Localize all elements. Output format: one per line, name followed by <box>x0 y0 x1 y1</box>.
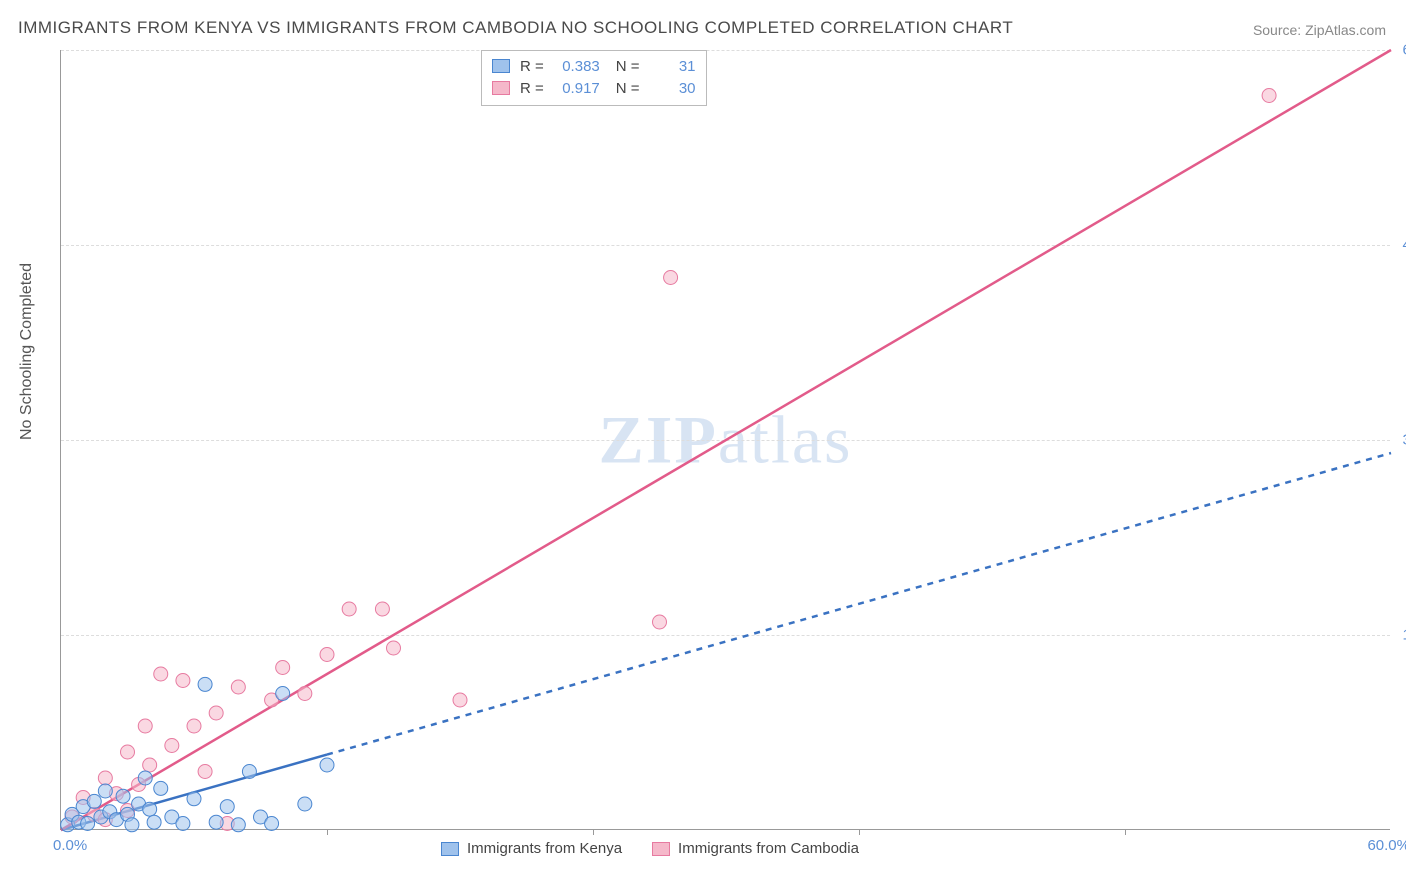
legend-row-1: R = 0.383 N = 31 <box>492 55 696 77</box>
legend-swatch-icon <box>441 842 459 856</box>
y-tick-label: 15.0% <box>1402 627 1406 644</box>
x-tick-mark <box>593 829 594 835</box>
legend-row-2: R = 0.917 N = 30 <box>492 77 696 99</box>
legend-swatch-kenya <box>492 59 510 73</box>
chart-title: IMMIGRANTS FROM KENYA VS IMMIGRANTS FROM… <box>18 18 1013 38</box>
legend-swatch-icon <box>652 842 670 856</box>
x-tick-0: 0.0% <box>53 837 87 854</box>
n-value-kenya: 31 <box>646 58 696 75</box>
legend-item-cambodia: Immigrants from Cambodia <box>652 840 859 857</box>
r-value-cambodia: 0.917 <box>550 80 600 97</box>
x-tick-mark <box>859 829 860 835</box>
r-value-kenya: 0.383 <box>550 58 600 75</box>
x-tick-mark <box>1125 829 1126 835</box>
y-tick-label: 45.0% <box>1402 237 1406 254</box>
x-tick-mark <box>327 829 328 835</box>
y-axis-label: No Schooling Completed <box>18 263 36 440</box>
legend-swatch-cambodia <box>492 81 510 95</box>
source-attribution: Source: ZipAtlas.com <box>1253 22 1386 38</box>
n-label: N = <box>616 80 640 97</box>
scatter-chart <box>61 50 1390 829</box>
x-tick-end: 60.0% <box>1367 837 1406 854</box>
series-legend: Immigrants from Kenya Immigrants from Ca… <box>441 840 859 857</box>
n-value-cambodia: 30 <box>646 80 696 97</box>
legend-label-cambodia: Immigrants from Cambodia <box>678 840 859 857</box>
n-label: N = <box>616 58 640 75</box>
legend-item-kenya: Immigrants from Kenya <box>441 840 622 857</box>
r-label: R = <box>520 58 544 75</box>
stats-legend: R = 0.383 N = 31 R = 0.917 N = 30 <box>481 50 707 106</box>
y-tick-label: 30.0% <box>1402 432 1406 449</box>
y-tick-label: 60.0% <box>1402 42 1406 59</box>
plot-area: ZIPatlas 15.0%30.0%45.0%60.0% 0.0% 60.0%… <box>60 50 1390 830</box>
legend-label-kenya: Immigrants from Kenya <box>467 840 622 857</box>
r-label: R = <box>520 80 544 97</box>
